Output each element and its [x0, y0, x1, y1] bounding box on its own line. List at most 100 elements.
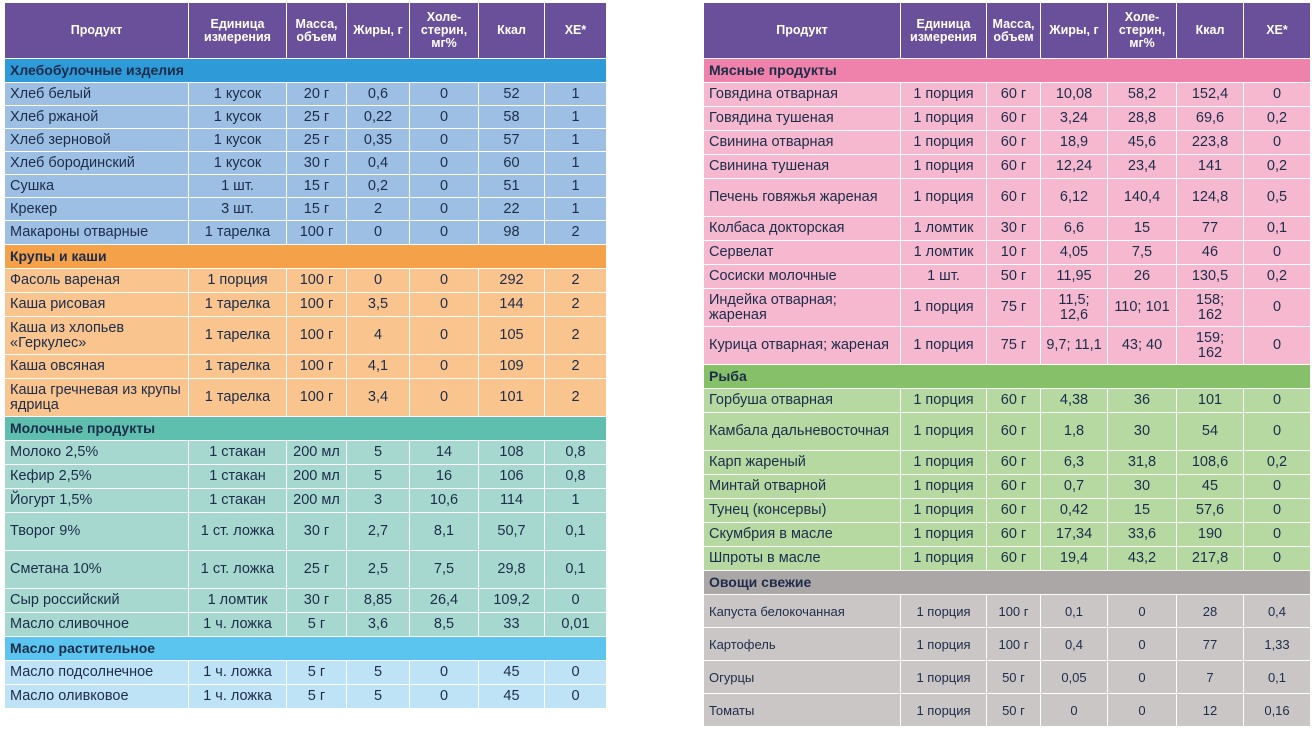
cholesterol-cell: 8,1 — [409, 512, 479, 551]
product-cell: Творог 9% — [4, 512, 189, 551]
product-cell: Каша овсяная — [4, 354, 189, 379]
fat-cell: 0,7 — [1040, 474, 1108, 499]
cholesterol-cell: 0 — [409, 354, 479, 379]
kcal-cell: 77 — [1176, 216, 1244, 241]
mass-cell: 100 г — [286, 220, 347, 245]
kcal-cell: 124,8 — [1176, 178, 1244, 217]
product-cell: Хлеб ржаной — [4, 105, 189, 129]
header-cholesterol: Холе-стерин, мг% — [409, 2, 479, 59]
product-cell: Томаты — [703, 693, 901, 727]
xe-cell: 0 — [544, 660, 607, 685]
xe-cell: 0 — [544, 684, 607, 709]
kcal-cell: 28 — [1176, 594, 1244, 628]
fat-cell: 0,4 — [1040, 627, 1108, 661]
cholesterol-cell: 31,8 — [1107, 450, 1177, 475]
table-row: Фасоль вареная 1 порция 100 г 0 0 292 2 — [4, 268, 607, 293]
kcal-cell: 109,2 — [478, 588, 545, 613]
mass-cell: 20 г — [286, 82, 347, 106]
unit-cell: 1 порция — [900, 450, 987, 475]
product-cell: Огурцы — [703, 660, 901, 694]
section-row: Овощи свежие — [703, 570, 1311, 595]
table-row: Сметана 10% 1 ст. ложка 25 г 2,5 7,5 29,8 0,1 — [4, 550, 607, 589]
product-cell: Свинина отварная — [703, 130, 901, 155]
fat-cell: 4,1 — [346, 354, 410, 379]
table-row: Индейка отварная; жареная 1 порция 75 г 11,… — [703, 288, 1311, 327]
table-row: Йогурт 1,5% 1 стакан 200 мл 3 10,6 114 1 — [4, 488, 607, 513]
cholesterol-cell: 43,2 — [1107, 546, 1177, 571]
fat-cell: 3,5 — [346, 292, 410, 317]
fat-cell: 5 — [346, 660, 410, 685]
fat-cell: 0,6 — [346, 82, 410, 106]
fat-cell: 9,7; 11,1 — [1040, 326, 1108, 365]
kcal-cell: 57,6 — [1176, 498, 1244, 523]
mass-cell: 15 г — [286, 197, 347, 221]
xe-cell: 0 — [1243, 326, 1311, 365]
fat-cell: 5 — [346, 464, 410, 489]
fat-cell: 6,12 — [1040, 178, 1108, 217]
unit-cell: 1 шт. — [900, 264, 987, 289]
table-row: Сервелат 1 ломтик 10 г 4,05 7,5 46 0 — [703, 240, 1311, 265]
product-cell: Сушка — [4, 174, 189, 198]
fat-cell: 0,35 — [346, 128, 410, 152]
xe-cell: 1 — [544, 151, 607, 175]
xe-cell: 0 — [1243, 412, 1311, 451]
xe-cell: 0,2 — [1243, 264, 1311, 289]
table-row: Тунец (консервы) 1 порция 60 г 0,42 15 57,6 0 — [703, 498, 1311, 523]
unit-cell: 1 ломтик — [900, 240, 987, 265]
product-cell: Масло оливковое — [4, 684, 189, 709]
table-row: Каша рисовая 1 тарелка 100 г 3,5 0 144 2 — [4, 292, 607, 317]
product-cell: Картофель — [703, 627, 901, 661]
fat-cell: 0 — [346, 268, 410, 293]
table-row: Курица отварная; жареная 1 порция 75 г 9,7;… — [703, 326, 1311, 365]
cholesterol-cell: 28,8 — [1107, 106, 1177, 131]
mass-cell: 60 г — [986, 498, 1041, 523]
unit-cell: 1 порция — [900, 106, 987, 131]
unit-cell: 1 кусок — [188, 82, 287, 106]
right-table-body: Мясные продукты Говядина отварная 1 порция… — [703, 58, 1311, 727]
header-mass: Масса, объем — [986, 2, 1041, 59]
product-cell: Печень говяжья жареная — [703, 178, 901, 217]
kcal-cell: 223,8 — [1176, 130, 1244, 155]
product-cell: Сервелат — [703, 240, 901, 265]
product-cell: Сыр российский — [4, 588, 189, 613]
kcal-cell: 152,4 — [1176, 82, 1244, 107]
product-cell: Курица отварная; жареная — [703, 326, 901, 365]
product-cell: Говядина тушеная — [703, 106, 901, 131]
section-title: Овощи свежие — [703, 570, 1311, 595]
cholesterol-cell: 30 — [1107, 412, 1177, 451]
kcal-cell: 292 — [478, 268, 545, 293]
product-cell: Сосиски молочные — [703, 264, 901, 289]
xe-cell: 0 — [544, 588, 607, 613]
xe-cell: 0,8 — [544, 464, 607, 489]
xe-cell: 0 — [1243, 522, 1311, 547]
cholesterol-cell: 0 — [1107, 627, 1177, 661]
unit-cell: 1 тарелка — [188, 292, 287, 317]
unit-cell: 1 кусок — [188, 128, 287, 152]
kcal-cell: 69,6 — [1176, 106, 1244, 131]
product-cell: Индейка отварная; жареная — [703, 288, 901, 327]
product-cell: Карп жареный — [703, 450, 901, 475]
mass-cell: 100 г — [286, 292, 347, 317]
product-cell: Горбуша отварная — [703, 388, 901, 413]
table-row: Печень говяжья жареная 1 порция 60 г 6,12 14… — [703, 178, 1311, 217]
cholesterol-cell: 0 — [409, 660, 479, 685]
xe-cell: 1,33 — [1243, 627, 1311, 661]
cholesterol-cell: 7,5 — [1107, 240, 1177, 265]
header-product: Продукт — [703, 2, 901, 59]
fat-cell: 0,4 — [346, 151, 410, 175]
mass-cell: 200 мл — [286, 440, 347, 465]
table-row: Сушка 1 шт. 15 г 0,2 0 51 1 — [4, 174, 607, 198]
xe-cell: 0,2 — [1243, 450, 1311, 475]
product-cell: Шпроты в масле — [703, 546, 901, 571]
xe-cell: 0,1 — [544, 550, 607, 589]
table-row: Картофель 1 порция 100 г 0,4 0 77 1,33 — [703, 627, 1311, 661]
unit-cell: 1 ломтик — [188, 588, 287, 613]
kcal-cell: 141 — [1176, 154, 1244, 179]
table-row: Капуста белокочанная 1 порция 100 г 0,1 0 28 0… — [703, 594, 1311, 628]
unit-cell: 1 тарелка — [188, 220, 287, 245]
kcal-cell: 98 — [478, 220, 545, 245]
unit-cell: 1 порция — [188, 268, 287, 293]
unit-cell: 1 тарелка — [188, 316, 287, 355]
product-cell: Масло сливочное — [4, 612, 189, 637]
mass-cell: 100 г — [286, 268, 347, 293]
